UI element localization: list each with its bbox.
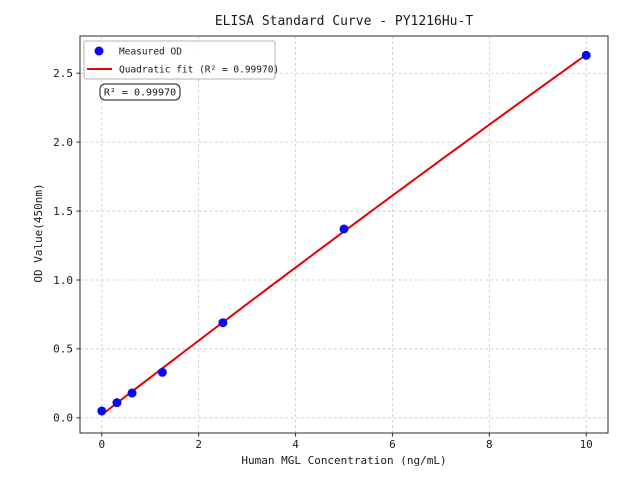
x-tick-labels: 0 2 4 6 8 10: [98, 438, 592, 451]
x-tick-label: 4: [292, 438, 299, 451]
data-point: [157, 367, 167, 377]
data-point: [97, 406, 107, 416]
legend-measured-od-label: Measured OD: [119, 47, 182, 58]
data-point: [127, 388, 137, 398]
x-tick-label: 10: [580, 438, 593, 451]
y-tick-label: 0.0: [53, 412, 73, 425]
x-axis-label: Human MGL Concentration (ng/mL): [241, 454, 446, 467]
y-tick-label: 1.0: [53, 274, 73, 287]
measured-od-points: [97, 50, 591, 416]
y-tick-labels: 0.0 0.5 1.0 1.5 2.0 2.5: [53, 67, 73, 425]
y-tick-label: 2.0: [53, 136, 73, 149]
r-squared-annotation-text: R² = 0.99970: [104, 88, 176, 99]
y-tick-label: 0.5: [53, 343, 73, 356]
y-tick-label: 1.5: [53, 205, 73, 218]
legend-quadratic-fit-label: Quadratic fit (R² = 0.99970): [119, 65, 279, 76]
x-tick-label: 8: [486, 438, 493, 451]
x-tick-label: 6: [389, 438, 396, 451]
data-point: [581, 50, 591, 60]
x-tick-label: 0: [98, 438, 105, 451]
r-squared-annotation: R² = 0.99970: [99, 83, 181, 101]
chart-title: ELISA Standard Curve - PY1216Hu-T: [215, 14, 473, 29]
x-tick-label: 2: [195, 438, 202, 451]
plot-border: [79, 35, 609, 434]
grid-layer: [80, 36, 608, 433]
data-point: [339, 224, 349, 234]
legend-box: [83, 40, 276, 80]
axes-spines: [79, 35, 609, 434]
legend: Measured OD Quadratic fit (R² = 0.99970): [83, 40, 279, 80]
tick-marks: [76, 72, 587, 437]
y-axis-label: OD Value(450nm): [32, 183, 45, 282]
legend-measured-od-marker-icon: [94, 46, 104, 56]
y-tick-label: 2.5: [53, 67, 73, 80]
quadratic-fit-line: [101, 53, 587, 416]
data-point: [218, 318, 228, 328]
r-squared-annotation-box: [99, 83, 181, 101]
data-point: [112, 398, 122, 408]
